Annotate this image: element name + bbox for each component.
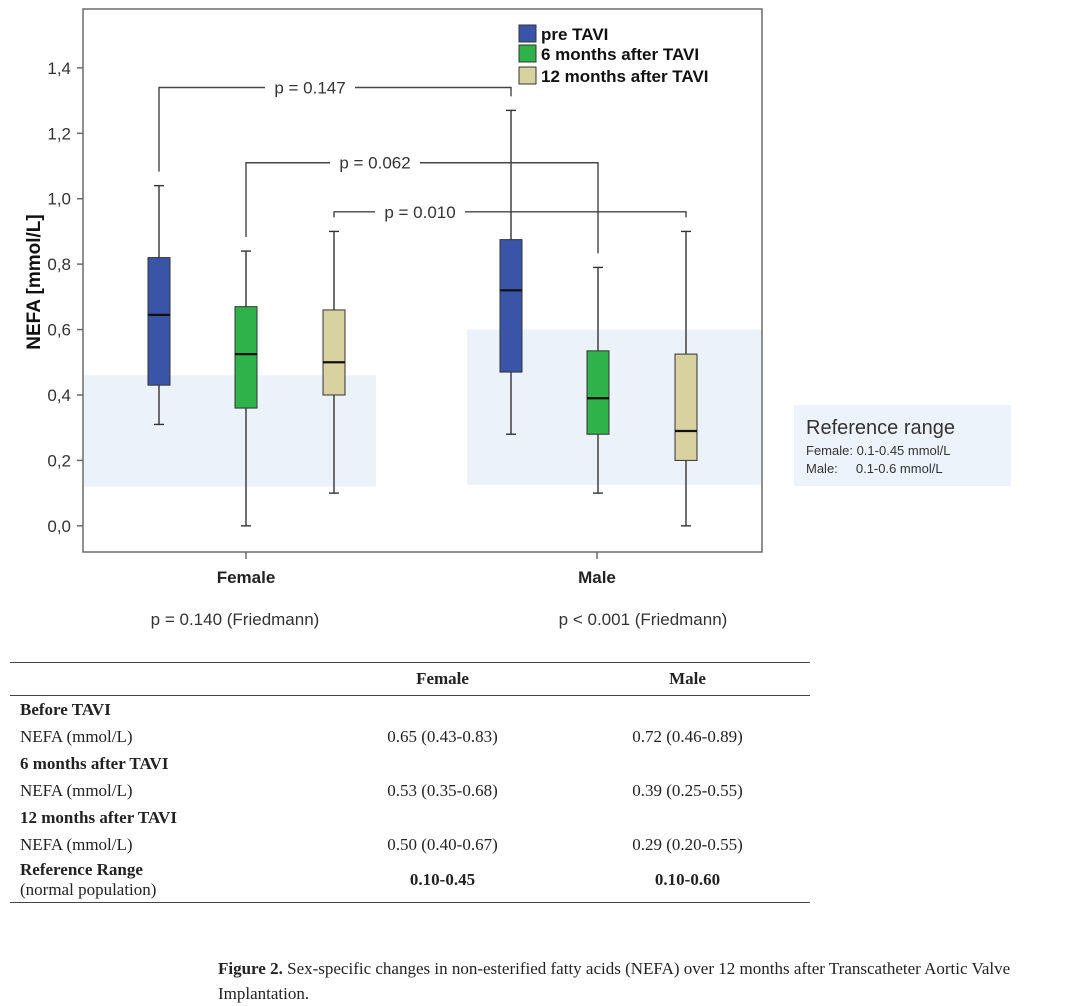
plot-frame xyxy=(82,8,763,553)
friedman-test-label: p = 0.140 (Friedmann) xyxy=(151,610,320,629)
table-header-male: Male xyxy=(565,662,810,696)
comparison-bracket xyxy=(333,211,687,218)
box xyxy=(234,306,258,409)
chart-svg: 0,0 0,2 0,4 0,6 0,8 1,0 1,2 1,4 NEFA [mmol/L] Fem… xyxy=(24,8,1011,629)
comparison-bracket xyxy=(245,162,599,254)
group-title: 12 months after TAVI xyxy=(20,807,177,827)
y-tick-label: 0,6 xyxy=(47,321,71,340)
male-value: 0.39 (0.25-0.55) xyxy=(632,780,743,800)
y-axis-label: NEFA [mmol/L] xyxy=(24,214,45,349)
y-tick-label: 1,2 xyxy=(47,124,71,143)
caption-label: Figure 2. xyxy=(218,959,283,978)
male-value: 0.72 (0.46-0.89) xyxy=(632,726,743,746)
reference-range-box xyxy=(794,405,1011,486)
table-row-reference: Reference Range (normal population) 0.10… xyxy=(10,858,810,903)
row-label: NEFA (mmol/L) xyxy=(20,834,133,854)
comparison-bracket xyxy=(158,86,512,172)
table-header-row: Female Male xyxy=(10,662,810,696)
female-value: 0.65 (0.43-0.83) xyxy=(387,726,498,746)
male-value: 0.29 (0.20-0.55) xyxy=(632,834,743,854)
box xyxy=(586,350,610,435)
legend-label: 6 months after TAVI xyxy=(541,45,699,64)
x-tick-label: Female xyxy=(217,568,276,587)
table-header-empty xyxy=(10,662,320,696)
y-tick-label: 1,4 xyxy=(47,59,71,78)
friedman-test-label: p < 0.001 (Friedmann) xyxy=(559,610,728,629)
reference-male: 0.10-0.60 xyxy=(654,870,721,889)
comparison-label: p = 0.147 xyxy=(274,79,345,98)
row-label: NEFA (mmol/L) xyxy=(20,726,133,746)
legend-label: 12 months after TAVI xyxy=(541,67,709,86)
reference-label: Reference Range (normal population) xyxy=(10,858,320,903)
legend-swatch xyxy=(518,24,537,43)
female-value: 0.53 (0.35-0.68) xyxy=(387,780,498,800)
table-group-row: Before TAVI xyxy=(10,696,810,724)
reference-range-title: Reference range xyxy=(806,417,955,439)
y-tick-label: 0,0 xyxy=(47,517,71,536)
reference-female: 0.10-0.45 xyxy=(409,870,476,889)
group-title: Before TAVI xyxy=(20,699,111,719)
table-header-female: Female xyxy=(320,662,565,696)
y-tick-label: 0,2 xyxy=(47,451,71,470)
legend-swatch xyxy=(518,66,537,85)
female-value: 0.50 (0.40-0.67) xyxy=(387,834,498,854)
table-group-row: 12 months after TAVI xyxy=(10,804,810,831)
comparison-label: p = 0.010 xyxy=(384,203,455,222)
box xyxy=(322,309,346,396)
box xyxy=(499,239,523,373)
legend-swatch xyxy=(518,44,537,63)
y-tick-label: 0,4 xyxy=(47,386,71,405)
summary-table: Female Male Before TAVI NEFA (mmol/L) 0.… xyxy=(10,662,810,903)
reference-range-male: Male: 0.1-0.6 mmol/L xyxy=(806,461,943,476)
group-title: 6 months after TAVI xyxy=(20,753,169,773)
box xyxy=(147,257,171,386)
boxplot-chart: 0,0 0,2 0,4 0,6 0,8 1,0 1,2 1,4 NEFA [mmol/L] Fem… xyxy=(24,8,1011,629)
caption-text: Sex-specific changes in non-esterified f… xyxy=(218,959,1011,1003)
table-group-row: 6 months after TAVI xyxy=(10,750,810,777)
table-row: NEFA (mmol/L) 0.65 (0.43-0.83) 0.72 (0.4… xyxy=(10,723,810,750)
row-label: NEFA (mmol/L) xyxy=(20,780,133,800)
comparison-label: p = 0.062 xyxy=(339,154,410,173)
legend-label: pre TAVI xyxy=(541,25,608,44)
y-tick-label: 0,8 xyxy=(47,255,71,274)
y-tick-label: 1,0 xyxy=(47,190,71,209)
table-row: NEFA (mmol/L) 0.53 (0.35-0.68) 0.39 (0.2… xyxy=(10,777,810,804)
reference-range-female: Female: 0.1-0.45 mmol/L xyxy=(806,443,951,458)
reference-subtitle: (normal population) xyxy=(20,880,157,899)
table-row: NEFA (mmol/L) 0.50 (0.40-0.67) 0.29 (0.2… xyxy=(10,831,810,858)
figure-caption: Figure 2. Sex-specific changes in non-es… xyxy=(218,956,1078,1006)
x-tick-label: Male xyxy=(578,568,616,587)
box xyxy=(674,353,698,461)
reference-title: Reference Range xyxy=(20,860,143,879)
